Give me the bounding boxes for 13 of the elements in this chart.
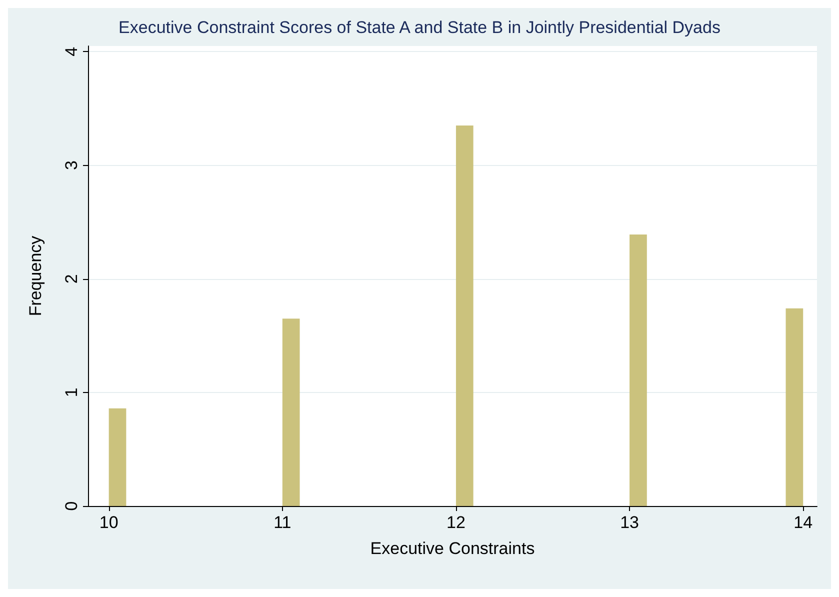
x-tick-label: 12 xyxy=(446,513,466,532)
x-tick-label: 14 xyxy=(794,513,813,532)
y-tick-label: 3 xyxy=(62,160,81,170)
x-axis-title: Executive Constraints xyxy=(370,539,535,558)
x-tick-label: 10 xyxy=(99,513,118,532)
x-tick-label: 13 xyxy=(620,513,640,532)
y-tick-label: 0 xyxy=(62,501,81,511)
y-tick-label: 2 xyxy=(62,274,81,284)
y-tick-label: 4 xyxy=(62,46,81,56)
chart-title: Executive Constraint Scores of State A and State B in Jointly Presidential Dyads xyxy=(118,18,720,37)
x-tick-label: 11 xyxy=(274,513,292,532)
y-axis-title: Frequency xyxy=(26,235,45,316)
y-tick-label: 1 xyxy=(62,388,81,398)
